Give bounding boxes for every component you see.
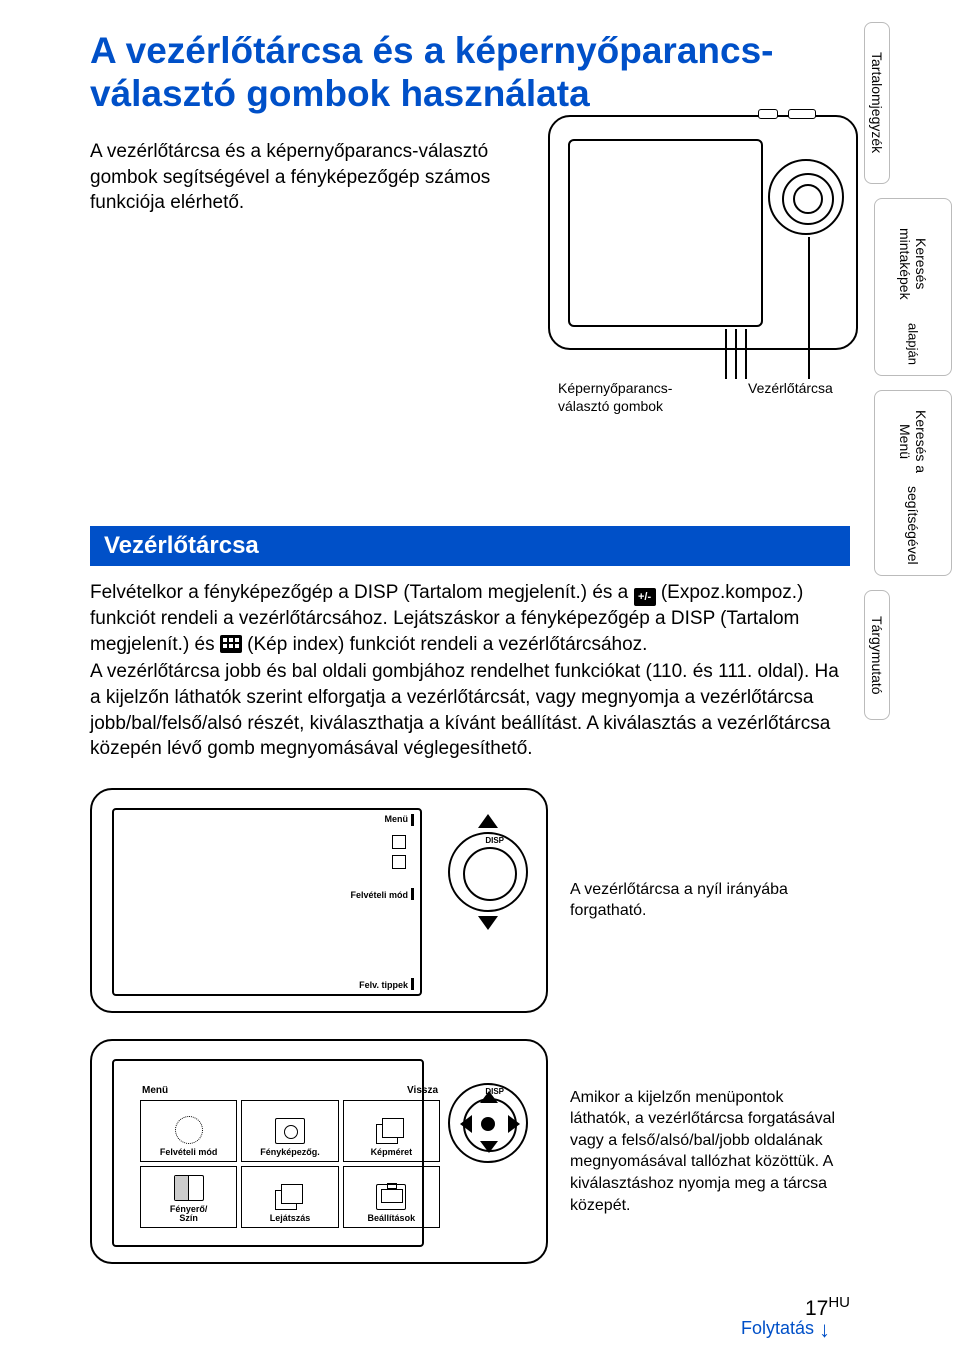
- cam-top-label-dial: Vezérlőtárcsa: [748, 380, 858, 398]
- figure-rotate: Menü Felvételi mód Felv. tippek DISP A v…: [90, 788, 850, 1013]
- tab-toc[interactable]: Tartalomjegyzék: [864, 22, 890, 184]
- menu-cell-brightness: Fényerő/ Szín: [140, 1166, 237, 1228]
- screen-label-menu: Menü: [385, 814, 409, 824]
- screen-label-shootmode: Felvételi mód: [350, 890, 408, 900]
- nav-down-icon: [480, 1141, 498, 1153]
- nav-up-icon: [480, 1091, 498, 1103]
- camera-top-figure: [548, 115, 858, 350]
- screen-label-tips: Felv. tippek: [359, 980, 408, 990]
- continue-arrow-icon: ↓: [819, 1317, 830, 1342]
- menu-cell-camera: Fényképezőg.: [241, 1100, 338, 1162]
- menu-cell-shootmode: Felvételi mód: [140, 1100, 237, 1162]
- nav-right-icon: [508, 1115, 520, 1133]
- tab-search-samples[interactable]: Keresés mintaképek alapján: [874, 198, 952, 376]
- tab-search-menu[interactable]: Keresés a Menü segítségével: [874, 390, 952, 576]
- body-paragraph-2: A vezérlőtárcsa jobb és bal oldali gombj…: [90, 659, 850, 762]
- body-paragraph-1: Felvételkor a fényképezőgép a DISP (Tart…: [90, 580, 850, 657]
- rotate-up-arrow-icon: [478, 814, 498, 828]
- image-index-icon: [220, 635, 242, 653]
- menu-cell-settings: Beállítások: [343, 1166, 440, 1228]
- exposure-comp-icon: +/-: [634, 588, 656, 606]
- intro-text: A vezérlőtárcsa és a képernyőparancs-vál…: [90, 139, 525, 216]
- nav-left-icon: [460, 1115, 472, 1133]
- figure-rotate-caption: A vezérlőtárcsa a nyíl irányába forgatha…: [570, 879, 845, 922]
- page-title: A vezérlőtárcsa és a képernyőparancs-vál…: [90, 30, 850, 115]
- menu-header-right: Vissza: [407, 1085, 438, 1096]
- cam-top-label-softkeys: Képernyőparancs-választó gombok: [558, 380, 723, 415]
- tab-index[interactable]: Tárgymutató: [864, 590, 890, 720]
- menu-cell-imagesize: Képméret: [343, 1100, 440, 1162]
- continue-link[interactable]: Folytatás ↓: [741, 1317, 830, 1343]
- figure-menu: Menü Vissza Felvételi mód Fényképezőg. K…: [90, 1039, 850, 1264]
- nav-center-icon: [481, 1117, 495, 1131]
- menu-header-left: Menü: [142, 1085, 168, 1096]
- side-tabs: Tartalomjegyzék Keresés mintaképek alapj…: [864, 22, 952, 734]
- menu-cell-playback: Lejátszás: [241, 1166, 338, 1228]
- disp-label: DISP: [485, 836, 504, 845]
- rotate-down-arrow-icon: [478, 916, 498, 930]
- figure-menu-caption: Amikor a kijelzőn menüpontok láthatók, a…: [570, 1087, 845, 1217]
- section-heading: Vezérlőtárcsa: [90, 526, 850, 566]
